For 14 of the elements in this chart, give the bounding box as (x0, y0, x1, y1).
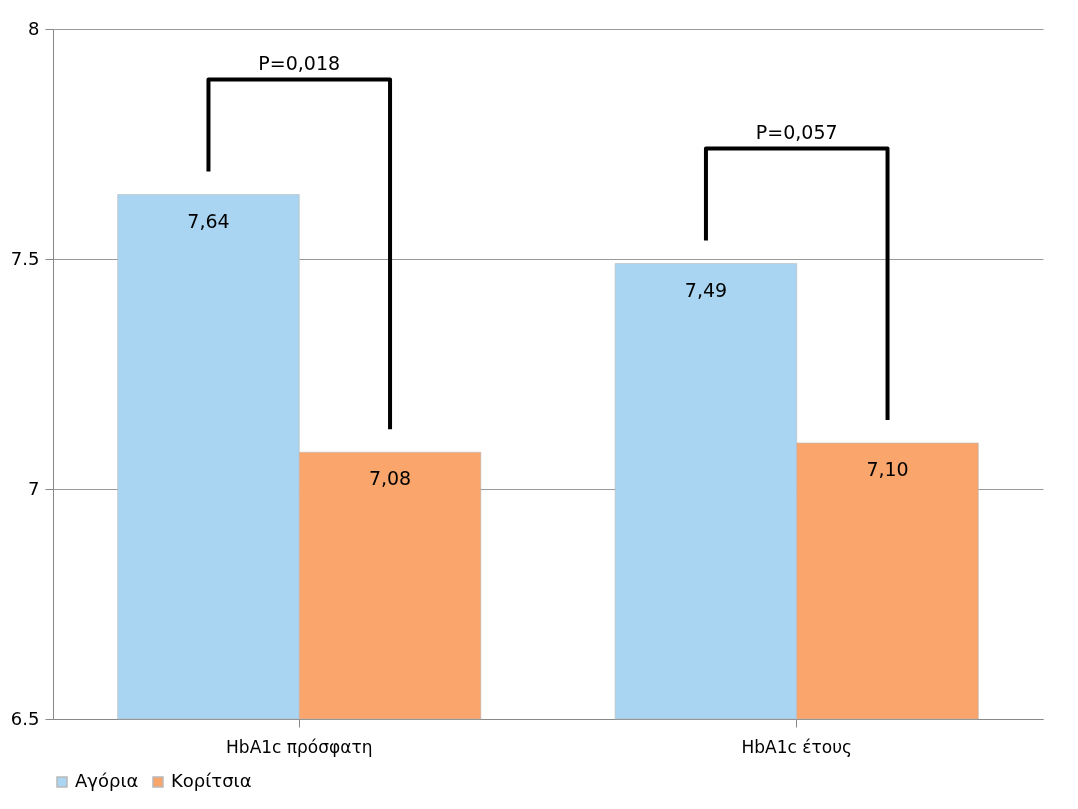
data-label: 7,10 (866, 458, 909, 480)
data-label: 7,08 (368, 467, 412, 490)
x-tick-label: HbA1c πρόσφατη (226, 736, 373, 757)
data-label: 7,49 (684, 278, 728, 301)
legend-label: Αγόρια (75, 770, 139, 791)
y-tick-label: 7.5 (10, 247, 40, 269)
y-tick-label: 8 (28, 17, 40, 39)
y-tick-label: 7 (28, 477, 40, 499)
legend-label: Κορίτσια (171, 770, 252, 791)
x-tick-label: HbA1c έτους (741, 736, 852, 757)
annotation: P=0,018 (258, 51, 341, 74)
y-tick-label: 6.5 (10, 707, 40, 729)
data-label: 7,64 (187, 209, 230, 232)
annotation: P=0,057 (755, 120, 838, 143)
